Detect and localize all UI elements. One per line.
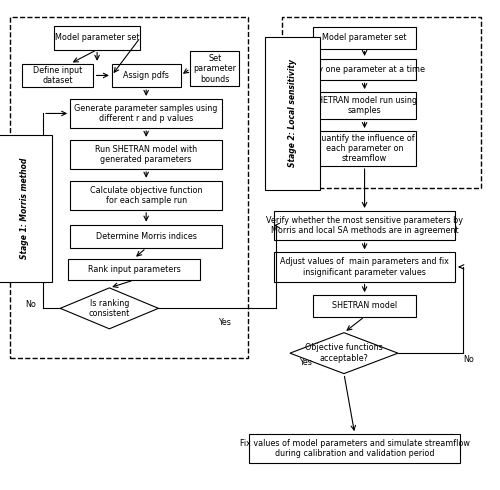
FancyBboxPatch shape xyxy=(22,64,94,87)
FancyBboxPatch shape xyxy=(274,252,456,282)
Text: No: No xyxy=(464,355,474,364)
FancyBboxPatch shape xyxy=(70,181,222,210)
FancyBboxPatch shape xyxy=(70,224,222,248)
FancyBboxPatch shape xyxy=(249,434,460,463)
FancyBboxPatch shape xyxy=(190,51,240,86)
FancyBboxPatch shape xyxy=(70,140,222,169)
Text: Assign pdfs: Assign pdfs xyxy=(123,71,169,80)
Text: Adjust values of  main parameters and fix
insignificant parameter values: Adjust values of main parameters and fix… xyxy=(280,257,449,277)
FancyBboxPatch shape xyxy=(112,64,180,87)
Text: No: No xyxy=(26,300,36,309)
FancyBboxPatch shape xyxy=(313,27,416,49)
Text: Rank input parameters: Rank input parameters xyxy=(88,265,180,274)
FancyBboxPatch shape xyxy=(10,17,248,358)
Polygon shape xyxy=(290,333,398,374)
Text: Stage 2: Local sensitivity: Stage 2: Local sensitivity xyxy=(288,59,298,168)
FancyBboxPatch shape xyxy=(313,92,416,119)
Text: Model parameter set: Model parameter set xyxy=(322,33,407,43)
Text: Generate parameter samples using
different r and p values: Generate parameter samples using differe… xyxy=(74,104,218,123)
Text: Vary one parameter at a time: Vary one parameter at a time xyxy=(304,65,424,74)
FancyBboxPatch shape xyxy=(313,295,416,317)
FancyBboxPatch shape xyxy=(274,211,456,240)
FancyBboxPatch shape xyxy=(282,17,482,188)
FancyBboxPatch shape xyxy=(54,26,140,49)
Text: Is ranking
consistent: Is ranking consistent xyxy=(88,298,130,318)
Text: Run SHETRAN model with
generated parameters: Run SHETRAN model with generated paramet… xyxy=(95,145,197,164)
FancyBboxPatch shape xyxy=(313,59,416,80)
FancyBboxPatch shape xyxy=(70,99,222,128)
Text: Set
parameter
bounds: Set parameter bounds xyxy=(194,54,236,83)
Text: Stage 1: Morris method: Stage 1: Morris method xyxy=(20,158,30,259)
Text: Fix values of model parameters and simulate streamflow
during calibration and va: Fix values of model parameters and simul… xyxy=(240,439,470,458)
Text: Yes: Yes xyxy=(299,358,312,368)
Text: Quantify the influence of
each parameter on
streamflow: Quantify the influence of each parameter… xyxy=(315,134,414,164)
Text: Calculate objective function
for each sample run: Calculate objective function for each sa… xyxy=(90,186,202,205)
FancyBboxPatch shape xyxy=(68,259,200,280)
FancyBboxPatch shape xyxy=(313,131,416,166)
Text: SHETRAN model run using
samples: SHETRAN model run using samples xyxy=(312,96,417,115)
Text: Objective functions
acceptable?: Objective functions acceptable? xyxy=(305,343,383,363)
Text: Yes: Yes xyxy=(218,318,231,327)
Text: Define input
dataset: Define input dataset xyxy=(33,66,82,85)
Text: Verify whether the most sensitive parameters by
Morris and local SA methods are : Verify whether the most sensitive parame… xyxy=(266,216,463,235)
Text: Determine Morris indices: Determine Morris indices xyxy=(96,232,196,241)
Text: Model parameter set: Model parameter set xyxy=(55,33,140,43)
Polygon shape xyxy=(60,288,158,329)
Text: SHETRAN model: SHETRAN model xyxy=(332,301,397,310)
